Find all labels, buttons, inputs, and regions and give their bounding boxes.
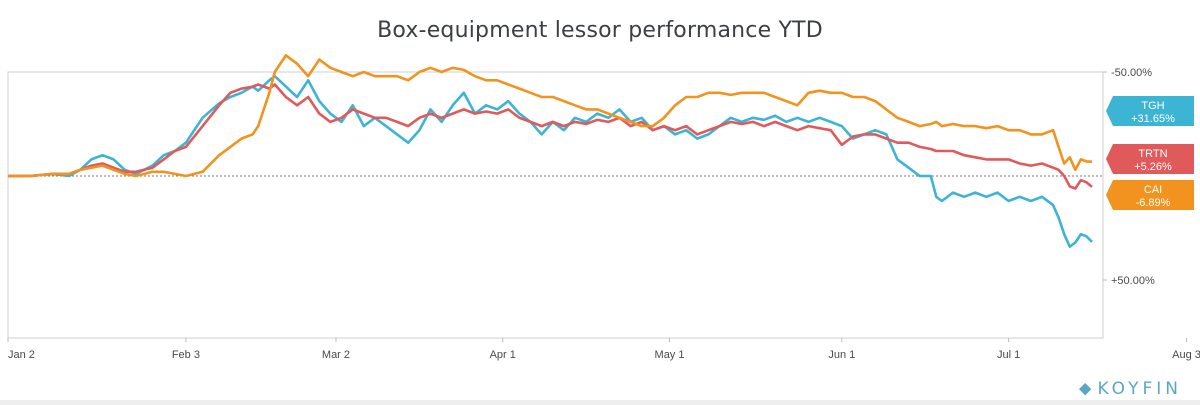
value-tag-name: TRTN — [1138, 148, 1167, 160]
plot-area-frame — [7, 71, 1104, 339]
x-tick-label: May 1 — [655, 349, 685, 361]
x-axis-ticks: Jan 2 Feb 3 Mar 2 Apr 1 May 1 Jun 1 Jul 1 Aug 3… — [7, 338, 1200, 361]
x-tick-label: Jul 1 — [997, 349, 1020, 361]
koyfin-wordmark: KOYFIN — [1097, 379, 1182, 399]
value-tag-background — [1106, 180, 1194, 210]
chart-axes — [7, 71, 1104, 339]
x-tick-label: Jun 1 — [828, 349, 855, 361]
value-tag-tgh: TGH+31.65% — [1106, 96, 1194, 126]
value-tag-background — [1106, 144, 1194, 174]
x-tick-label: Apr 1 — [490, 349, 516, 361]
series-line-tgh[interactable] — [8, 74, 1093, 248]
value-tag-trtn: TRTN+5.26% — [1106, 144, 1194, 174]
value-tag-name: CAI — [1144, 184, 1162, 196]
chart-title: Box-equipment lessor performance YTD — [377, 18, 823, 43]
x-tick-label: Aug 3 — [1172, 349, 1200, 361]
koyfin-logo-icon: ⬥ — [1078, 378, 1092, 399]
value-tag-cai: CAI-6.89% — [1106, 180, 1194, 210]
koyfin-logo: ⬥ KOYFIN — [1079, 378, 1182, 399]
x-tick-label: Mar 2 — [322, 349, 350, 361]
value-tag-name: TGH — [1141, 100, 1164, 112]
series-line-trtn[interactable] — [8, 83, 1093, 190]
x-tick-label: Jan 2 — [8, 349, 35, 361]
y-tick-label: +50.00% — [1111, 275, 1155, 287]
value-tag-background — [1106, 96, 1194, 126]
bottom-divider — [0, 400, 1200, 405]
value-tag-value: -6.89% — [1136, 197, 1171, 209]
series-line-cai[interactable] — [8, 54, 1093, 178]
x-tick-label: Feb 3 — [172, 349, 200, 361]
value-tag-value: +31.65% — [1131, 113, 1175, 125]
y-tick-label: -50.00% — [1111, 67, 1152, 79]
y-axis-ticks: +50.00% -50.00% — [1103, 67, 1155, 287]
series-value-tags: TGH+31.65% TRTN+5.26% CAI-6.89% — [1106, 96, 1194, 210]
value-tag-value: +5.26% — [1134, 161, 1172, 173]
series-lines[interactable] — [8, 54, 1093, 248]
